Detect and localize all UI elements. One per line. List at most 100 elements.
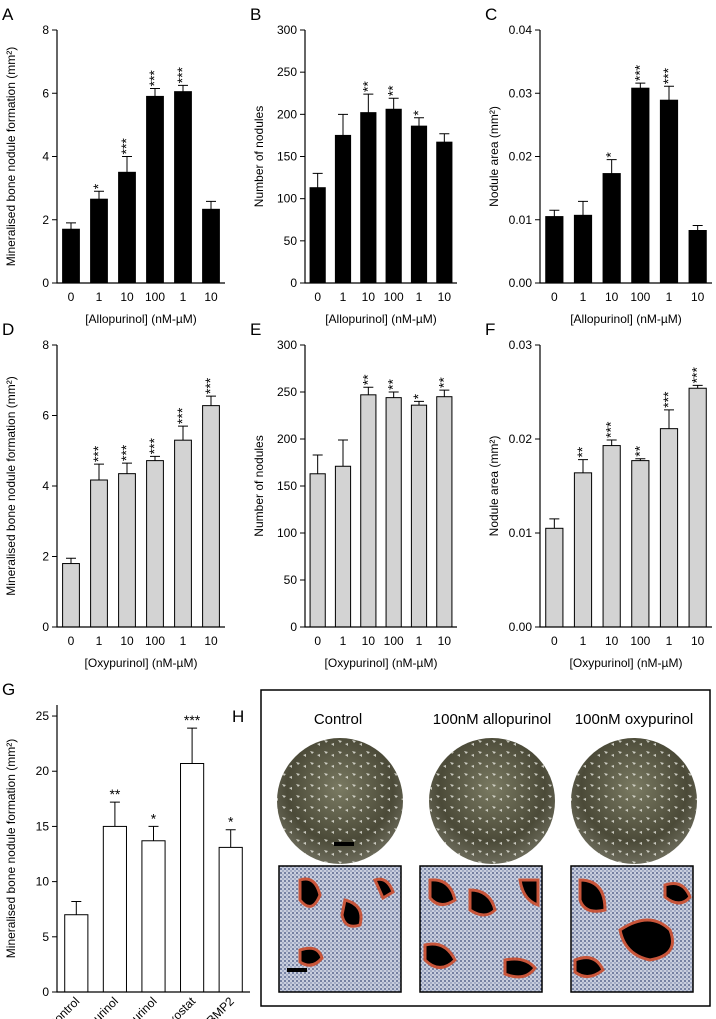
y-axis-label: Nodule area (mm²) [487, 106, 501, 207]
bar [631, 460, 650, 628]
x-tick-label: 10 [204, 634, 218, 648]
y-axis-label: Mineralised bone nodule formation (mm²) [4, 376, 18, 595]
bar [688, 230, 707, 284]
nodule [573, 878, 692, 978]
micrographs [278, 865, 694, 993]
x-tick-label: 10 [438, 290, 452, 304]
bar-chart: C Nodule area (mm²) [Allopurinol] (nM-µM) 0… [485, 5, 712, 326]
axis-line [56, 345, 225, 628]
error-bar [206, 395, 216, 406]
y-tick-label: 8 [42, 338, 49, 352]
y-tick-label: 15 [36, 819, 50, 833]
bar [141, 840, 166, 993]
significance: ** [359, 81, 375, 92]
x-tick-label: 1 [340, 634, 347, 648]
bar [218, 846, 243, 993]
bar [309, 187, 326, 284]
axis-line [539, 345, 712, 628]
x-tick-label: 0 [68, 290, 75, 304]
axis-line [304, 345, 457, 628]
x-tick-label: 100 [145, 634, 165, 648]
x-tick-label: 1 [96, 290, 103, 304]
panel-label: B [250, 5, 261, 24]
bar [202, 208, 220, 284]
error-bar [66, 222, 76, 230]
y-axis-label: Mineralised bone nodule formation (mm²) [4, 47, 18, 266]
error-bar [71, 900, 82, 915]
bar-chart: F Nodule area (mm²) [Oxypurinol] (nM-µM) 0.… [485, 320, 712, 670]
panel-label: E [250, 320, 261, 339]
panel-label: F [485, 320, 495, 339]
x-tick-label: 10 [691, 290, 705, 304]
bar [385, 397, 402, 628]
x-tick-label: 1 [666, 290, 673, 304]
dish-nodules [571, 738, 697, 864]
y-tick-label: 2 [42, 213, 49, 227]
error-bar [388, 391, 399, 398]
y-tick-label: 300 [277, 23, 297, 37]
bar [631, 87, 650, 284]
significance: * [603, 152, 619, 158]
significance: ** [385, 85, 401, 96]
bar [545, 216, 564, 284]
bar [180, 763, 205, 993]
bar [659, 428, 679, 628]
y-tick-label: 0 [42, 620, 49, 634]
bar [436, 396, 453, 628]
x-tick-label: 1 [340, 290, 347, 304]
y-tick-label: 200 [277, 432, 297, 446]
y-tick-label: 0.03 [509, 86, 533, 100]
error-bar [664, 409, 674, 429]
y-tick-label: 0 [42, 985, 49, 999]
bar [360, 112, 377, 284]
bar [174, 91, 192, 284]
bar [309, 473, 326, 628]
bar-chart: D Mineralised bone nodule formation (mm²)… [2, 320, 225, 670]
bar [688, 387, 707, 628]
bar [202, 405, 220, 628]
error-bar [94, 463, 104, 481]
panel-label: C [485, 5, 497, 24]
x-tick-label: 10 [605, 634, 619, 648]
significance: ** [631, 445, 647, 456]
y-tick-label: 5 [42, 930, 49, 944]
bar [118, 171, 136, 284]
x-tick-label: 0 [314, 634, 321, 648]
error-bar [187, 727, 198, 764]
x-tick-label: 1 [666, 634, 673, 648]
error-bar [439, 133, 450, 143]
panel-label: A [2, 5, 14, 24]
x-tick-label: 1 [580, 290, 587, 304]
x-tick-label: 10 [438, 634, 452, 648]
significance: *** [118, 138, 134, 155]
y-tick-label: 0.04 [509, 23, 533, 37]
x-tick-label: 0 [551, 290, 558, 304]
nodule [423, 878, 540, 979]
bar [410, 125, 428, 284]
error-bar [578, 200, 588, 216]
dish-nodules [429, 738, 555, 864]
error-bar [635, 82, 646, 89]
y-tick-label: 150 [277, 150, 297, 164]
significance: ** [574, 446, 590, 457]
bar [573, 214, 593, 284]
bar [602, 445, 621, 628]
x-tick-label: 10 [204, 290, 218, 304]
error-bar [178, 425, 188, 441]
nodule [298, 877, 395, 967]
error-bar [578, 459, 588, 473]
significance: * [410, 393, 426, 399]
bar [385, 108, 402, 284]
significance: *** [689, 367, 705, 384]
y-tick-label: 0.01 [509, 213, 533, 227]
scale-bar [334, 842, 354, 846]
x-tick-label: 10 [605, 290, 619, 304]
x-tick-label: Control [45, 994, 82, 1019]
y-tick-label: 50 [284, 573, 298, 587]
x-tick-label: 1 [416, 290, 423, 304]
x-axis-label: [Oxypurinol] (nM-µM) [570, 656, 683, 670]
axis-line [56, 705, 250, 993]
x-tick-label: 10 [120, 290, 134, 304]
error-bar [312, 454, 323, 474]
bar [64, 914, 89, 993]
